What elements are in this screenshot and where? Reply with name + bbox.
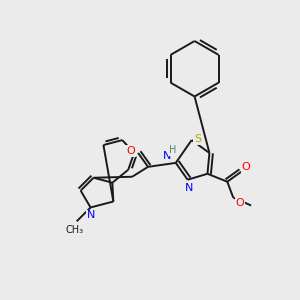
Text: O: O xyxy=(236,197,244,208)
Text: S: S xyxy=(194,134,201,144)
Text: H: H xyxy=(169,145,176,155)
Text: N: N xyxy=(163,151,171,161)
Text: N: N xyxy=(184,183,193,193)
Text: N: N xyxy=(87,210,96,220)
Text: CH₃: CH₃ xyxy=(66,225,84,235)
Text: O: O xyxy=(242,162,250,172)
Text: O: O xyxy=(127,146,136,156)
